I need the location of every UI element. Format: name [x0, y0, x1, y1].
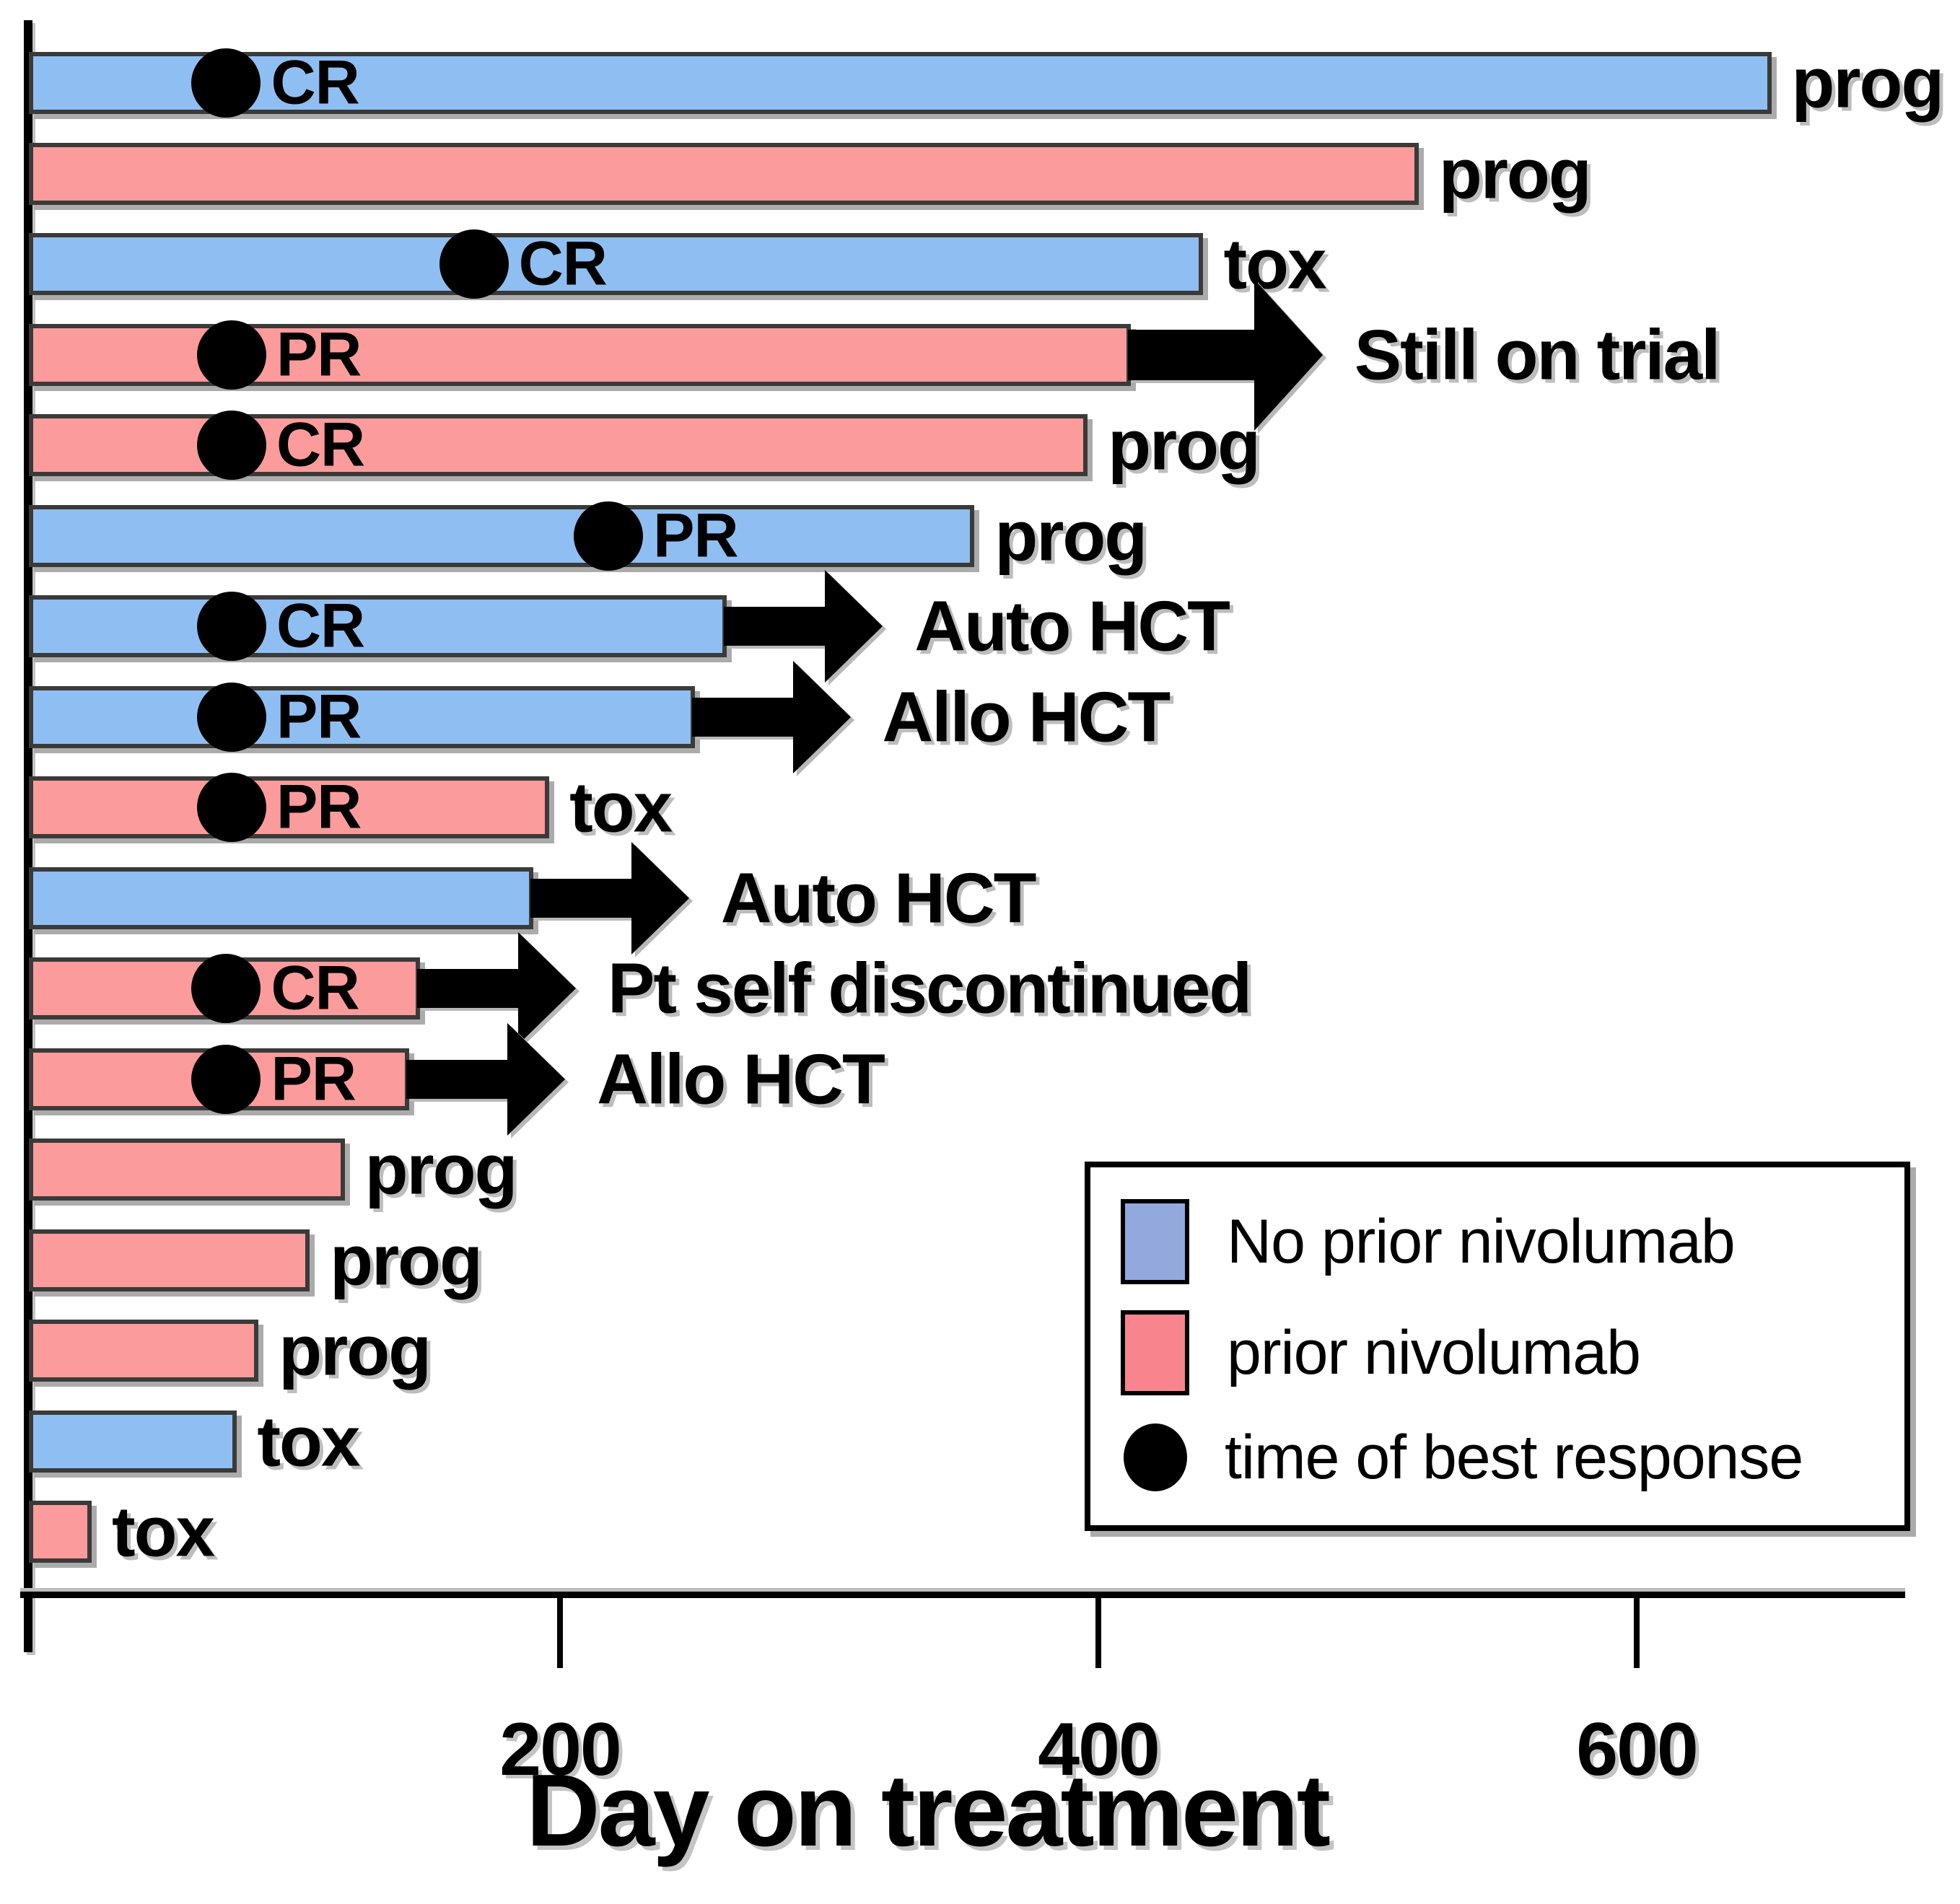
- best-response-dot: [191, 954, 261, 1023]
- response-label: PR: [653, 501, 738, 570]
- outcome-label: Auto HCT: [914, 586, 1230, 666]
- response-label: CR: [518, 229, 608, 299]
- response-label: PR: [276, 320, 362, 389]
- patient-bar: [29, 867, 533, 929]
- x-tick-mark: [557, 1596, 563, 1668]
- response-label: CR: [276, 591, 365, 661]
- x-axis-line: [20, 1592, 1905, 1598]
- patient-bar: [29, 685, 695, 748]
- patient-bar: [29, 1320, 259, 1382]
- patient-bar: [29, 1229, 310, 1291]
- outcome-label: prog: [1438, 133, 1592, 213]
- outcome-label: prog: [994, 496, 1147, 575]
- x-tick-label: 400: [1038, 1708, 1160, 1791]
- ongoing-arrow: [1127, 278, 1323, 431]
- x-tick-mark: [1634, 1596, 1640, 1668]
- outcome-label: prog: [330, 1220, 483, 1299]
- outcome-label: prog: [364, 1129, 518, 1209]
- outcome-label: prog: [1108, 405, 1261, 485]
- outcome-label: Allo HCT: [597, 1039, 885, 1118]
- outcome-label: Still on trial: [1354, 315, 1721, 394]
- best-response-dot: [196, 773, 266, 842]
- arrow-shaft: [724, 607, 826, 646]
- patient-bar: [29, 414, 1088, 476]
- x-axis-title: Day on treatment: [526, 1753, 1331, 1868]
- best-response-dot: [196, 592, 266, 661]
- x-tick-label: 600: [1576, 1708, 1699, 1791]
- patient-bar: [29, 233, 1204, 295]
- legend-label-best-response: time of best response: [1225, 1422, 1803, 1492]
- best-response-dot: [196, 411, 266, 480]
- arrow-head: [507, 1022, 566, 1136]
- arrow-head: [631, 841, 689, 955]
- outcome-label: tox: [257, 1401, 360, 1480]
- patient-bar: [29, 1501, 92, 1563]
- best-response-dot: [191, 1044, 261, 1114]
- best-response-dot: [439, 229, 509, 299]
- best-response-dot: [191, 48, 261, 118]
- patient-bar: [29, 776, 550, 838]
- arrow-head: [792, 660, 851, 773]
- arrow-shaft: [417, 969, 519, 1008]
- best-response-dot: [196, 682, 266, 752]
- patient-bar: [29, 142, 1419, 205]
- best-response-dot: [574, 501, 644, 571]
- patient-bar: [29, 52, 1772, 114]
- legend-item-no-prior-nivolumab: No prior nivolumab: [1121, 1199, 1883, 1285]
- response-label: CR: [271, 953, 359, 1023]
- outcome-label: prog: [279, 1310, 432, 1390]
- legend-label-prior: prior nivolumab: [1227, 1317, 1641, 1387]
- patient-bar: [29, 1139, 345, 1201]
- arrow-shaft: [1127, 329, 1254, 380]
- arrow-head: [1254, 278, 1323, 431]
- outcome-label: Pt self discontinued: [608, 948, 1252, 1028]
- legend-swatch-prior-icon: [1121, 1310, 1189, 1396]
- patient-bar: [29, 504, 975, 567]
- patient-bar: [29, 323, 1131, 386]
- response-label: CR: [271, 48, 359, 118]
- x-tick-label: 200: [499, 1708, 622, 1791]
- ongoing-arrow: [691, 660, 851, 773]
- outcome-label: tox: [569, 767, 673, 847]
- ongoing-arrow: [406, 1022, 566, 1136]
- arrow-shaft: [406, 1059, 508, 1099]
- legend-item-prior-nivolumab: prior nivolumab: [1121, 1310, 1883, 1396]
- outcome-label: Allo HCT: [882, 677, 1171, 756]
- legend-label-no-prior: No prior nivolumab: [1227, 1206, 1736, 1276]
- arrow-shaft: [691, 697, 793, 737]
- response-label: PR: [276, 772, 362, 842]
- response-label: PR: [276, 682, 362, 751]
- legend-box: No prior nivolumab prior nivolumab time …: [1085, 1162, 1910, 1531]
- patient-bar: [29, 595, 727, 657]
- outcome-label: tox: [111, 1491, 215, 1571]
- response-label: PR: [271, 1044, 356, 1113]
- best-response-dot-icon: [1124, 1423, 1187, 1492]
- arrow-shaft: [530, 878, 631, 918]
- patient-bar: [29, 1410, 237, 1473]
- best-response-dot: [196, 320, 266, 390]
- ongoing-arrow: [530, 841, 689, 955]
- outcome-label: prog: [1791, 43, 1945, 123]
- legend-item-best-response: time of best response: [1121, 1422, 1883, 1493]
- x-tick-mark: [1095, 1596, 1101, 1668]
- outcome-label: Auto HCT: [720, 858, 1037, 937]
- legend-swatch-no-prior-icon: [1121, 1199, 1189, 1285]
- response-label: CR: [276, 410, 365, 480]
